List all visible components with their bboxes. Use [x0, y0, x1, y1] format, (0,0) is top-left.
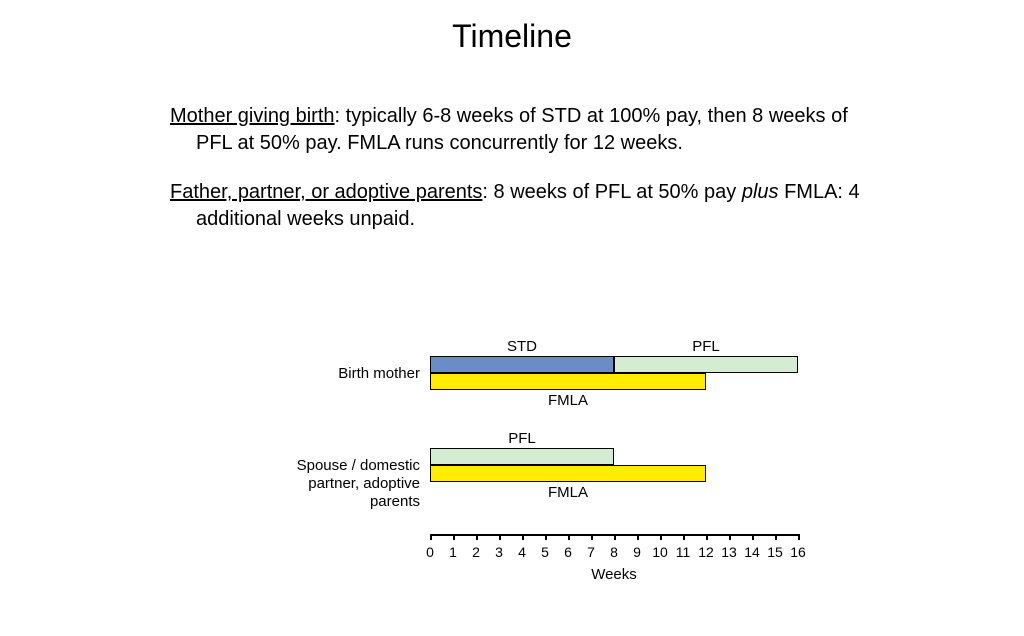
x-axis-tick: [568, 534, 570, 540]
x-axis-tick: [522, 534, 524, 540]
x-axis-tick-label: 3: [495, 544, 503, 560]
x-axis-tick-label: 11: [676, 544, 691, 560]
x-axis-tick-label: 9: [633, 544, 641, 560]
chart-bar-std: [430, 356, 614, 373]
chart-bar-label: FMLA: [430, 392, 706, 409]
desc-italic-plus: plus: [742, 181, 779, 203]
x-axis-tick-label: 16: [790, 544, 806, 560]
x-axis-tick: [706, 534, 708, 540]
chart-bar-label: PFL: [430, 430, 614, 447]
x-axis-tick: [752, 534, 754, 540]
x-axis-tick: [591, 534, 593, 540]
x-axis-tick-label: 5: [541, 544, 549, 560]
desc-rest-father-a: : 8 weeks of PFL at 50% pay: [482, 181, 741, 203]
x-axis-tick-label: 7: [587, 544, 595, 560]
x-axis-tick-label: 13: [721, 544, 737, 560]
x-axis-tick: [729, 534, 731, 540]
x-axis-tick: [683, 534, 685, 540]
x-axis-tick: [453, 534, 455, 540]
chart-row: Spouse / domestic partner, adoptive pare…: [260, 448, 808, 518]
description-block: Mother giving birth: typically 6-8 weeks…: [170, 103, 864, 233]
chart-bar-pfl: [614, 356, 798, 373]
desc-lead-father: Father, partner, or adoptive parents: [170, 181, 482, 203]
chart-row-label: Birth mother: [260, 365, 430, 383]
chart-bar-label: FMLA: [430, 484, 706, 501]
chart-bar-fmla: [430, 465, 706, 482]
chart-row-label: Spouse / domestic partner, adoptive pare…: [260, 457, 430, 511]
x-axis-tick-label: 15: [767, 544, 783, 560]
desc-lead-mother: Mother giving birth: [170, 105, 335, 127]
desc-para-mother: Mother giving birth: typically 6-8 weeks…: [170, 103, 864, 157]
chart-bar-fmla: [430, 373, 706, 390]
chart-bar-pfl: [430, 448, 614, 465]
x-axis-tick: [499, 534, 501, 540]
x-axis-tick-label: 4: [518, 544, 526, 560]
x-axis-tick: [660, 534, 662, 540]
x-axis-tick: [775, 534, 777, 540]
x-axis-tick: [430, 534, 432, 540]
desc-para-father: Father, partner, or adoptive parents: 8 …: [170, 179, 864, 233]
x-axis-tick-label: 14: [744, 544, 760, 560]
x-axis-tick-label: 0: [426, 544, 434, 560]
x-axis-tick-label: 1: [449, 544, 457, 560]
x-axis-tick-label: 2: [472, 544, 480, 560]
x-axis-tick-label: 6: [564, 544, 572, 560]
x-axis-tick: [614, 534, 616, 540]
x-axis-tick: [545, 534, 547, 540]
x-axis-tick: [476, 534, 478, 540]
x-axis-tick-label: 10: [652, 544, 668, 560]
page-title: Timeline: [0, 0, 1024, 55]
x-axis-tick: [798, 534, 800, 540]
x-axis-tick-label: 8: [610, 544, 618, 560]
x-axis-tick-label: 12: [698, 544, 714, 560]
chart-row: Birth motherSTDPFLFMLA: [260, 356, 808, 426]
chart-bar-label: STD: [430, 338, 614, 355]
x-axis-tick: [637, 534, 639, 540]
chart-bar-label: PFL: [614, 338, 798, 355]
x-axis-title: Weeks: [430, 566, 798, 583]
